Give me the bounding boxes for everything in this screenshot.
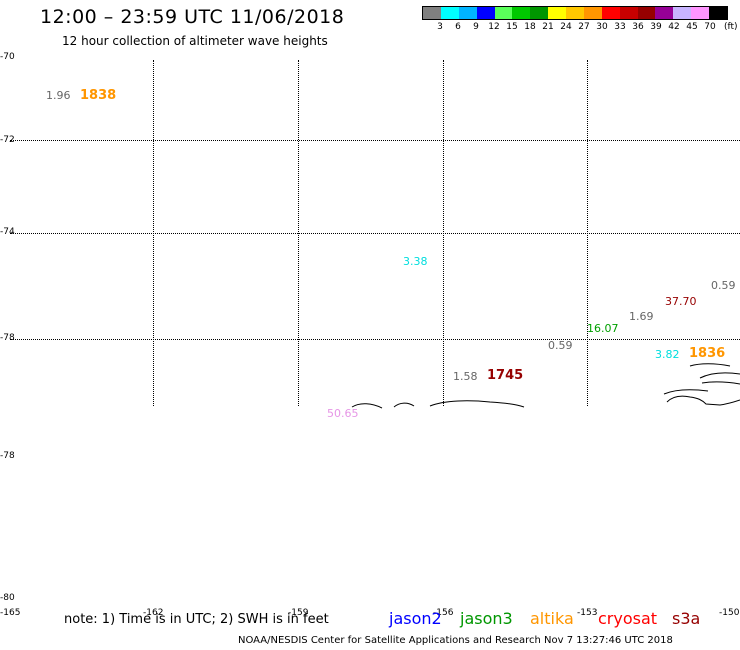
- colorbar-tick-label: 70: [704, 22, 716, 32]
- colorbar-tick-label: 12: [488, 22, 500, 32]
- colorbar-tick-label: 27: [578, 22, 590, 32]
- wave-height-observation: 1838: [80, 88, 117, 103]
- grid-line-lat: [10, 339, 740, 340]
- colorbar-swatch: [512, 7, 531, 19]
- colorbar-tick-label: 15: [506, 22, 518, 32]
- colorbar-unit: (ft): [724, 22, 738, 32]
- lon-label: -159: [288, 608, 309, 618]
- colorbar-tick-label: 3: [437, 22, 443, 32]
- satellite-legend-jason2: jason2: [389, 609, 442, 628]
- colorbar-tick-label: 42: [668, 22, 680, 32]
- colorbar-swatch: [655, 7, 674, 19]
- lon-label-corner: -165: [0, 608, 21, 618]
- colorbar-tick-label: 24: [560, 22, 572, 32]
- colorbar-tick-label: 33: [614, 22, 626, 32]
- grid-line-lat: [10, 140, 740, 141]
- lat-label: -78: [0, 451, 15, 461]
- wave-height-observation: 3.82: [655, 348, 680, 361]
- lon-label: -150: [719, 608, 740, 618]
- lon-label: -156: [433, 608, 454, 618]
- lat-label: -78: [0, 333, 15, 343]
- colorbar-swatch: [583, 7, 602, 19]
- wave-height-observation: 1.69: [629, 310, 654, 323]
- satellite-legend-jason3: jason3: [460, 609, 513, 628]
- wave-height-observation: 3.38: [403, 255, 428, 268]
- wave-height-observation: 16.07: [587, 322, 619, 335]
- satellite-legend-altika: altika: [530, 609, 574, 628]
- map-subtitle: 12 hour collection of altimeter wave hei…: [62, 34, 328, 48]
- colorbar-tick-label: 45: [686, 22, 698, 32]
- colorbar-swatch: [423, 7, 441, 19]
- colorbar-swatch: [709, 7, 727, 19]
- wave-height-observation: 37.70: [665, 295, 697, 308]
- satellite-legend-s3a: s3a: [672, 609, 701, 628]
- colorbar-swatch: [637, 7, 656, 19]
- colorbar-tick-label: 18: [524, 22, 536, 32]
- note-text: note: 1) Time is in UTC; 2) SWH is in fe…: [64, 612, 329, 627]
- wave-height-observation: 1.96: [46, 89, 71, 102]
- colorbar-tick-label: 36: [632, 22, 644, 32]
- colorbar-swatch: [440, 7, 459, 19]
- colorbar-swatch: [673, 7, 692, 19]
- lon-label: -153: [577, 608, 598, 618]
- colorbar-swatch: [548, 7, 566, 19]
- colorbar-swatch: [476, 7, 495, 19]
- lat-label: -74: [0, 227, 15, 237]
- colorbar-swatch: [530, 7, 549, 19]
- colorbar-tick-label: 9: [473, 22, 479, 32]
- wave-height-colorbar: [422, 6, 728, 20]
- lat-label: -80: [0, 593, 15, 603]
- wave-height-observation: 0.59: [548, 339, 573, 352]
- colorbar-tick-label: 6: [455, 22, 461, 32]
- colorbar-swatch: [566, 7, 584, 19]
- colorbar-swatch: [458, 7, 477, 19]
- colorbar-swatch: [494, 7, 513, 19]
- colorbar-swatch: [691, 7, 709, 19]
- footer-credit: NOAA/NESDIS Center for Satellite Applica…: [238, 635, 673, 646]
- wave-height-observation: 1836: [689, 346, 726, 361]
- wave-height-observation: 1.58: [453, 370, 478, 383]
- grid-line-lat: [10, 233, 740, 234]
- colorbar-swatch: [601, 7, 620, 19]
- colorbar-tick-label: 30: [596, 22, 608, 32]
- colorbar-tick-label: 21: [542, 22, 554, 32]
- satellite-legend-cryosat: cryosat: [598, 609, 658, 628]
- colorbar-swatch: [619, 7, 638, 19]
- lat-label: -72: [0, 135, 15, 145]
- wave-height-observation: 1745: [487, 368, 524, 383]
- wave-height-observation: 50.65: [327, 407, 359, 420]
- colorbar-tick-label: 39: [650, 22, 662, 32]
- map-title: 12:00 – 23:59 UTC 11/06/2018: [40, 6, 345, 28]
- wave-height-observation: 0.59: [711, 279, 736, 292]
- lat-label: -70: [0, 52, 15, 62]
- lon-label: -162: [143, 608, 164, 618]
